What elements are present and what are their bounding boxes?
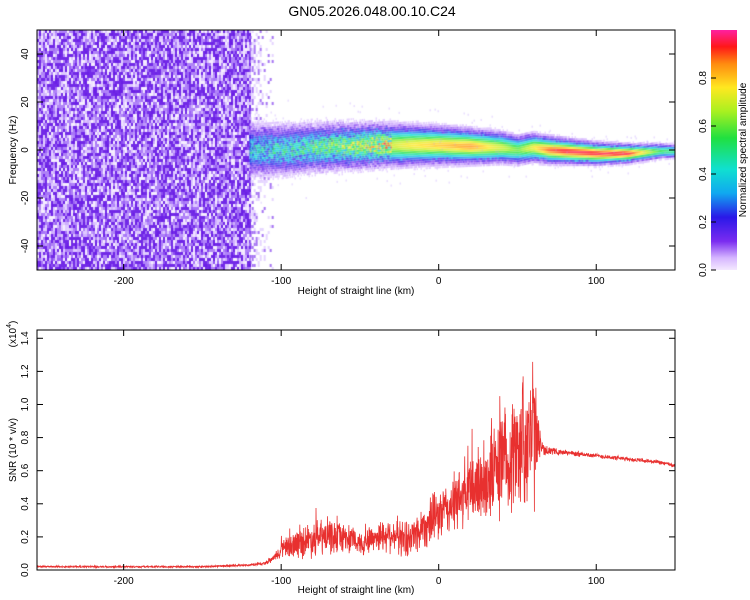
colorbar-scale [711,30,737,270]
spectrogram-y-label: Frequency (Hz) [8,116,19,185]
spectrogram-y-ticks: -40 -20 0 20 40 [20,48,675,253]
colorbar-tick-label: 0.4 [698,167,709,181]
x-tick-label: 0 [436,576,442,587]
chart-title: GN05.2026.048.00.10.C24 [288,3,456,19]
colorbar-tick-label: 0.8 [698,71,709,85]
x-tick-label: -200 [114,576,134,587]
snr-x-ticks: -200 -100 0 100 [114,330,605,587]
y-tick-label: 0.2 [20,530,31,544]
colorbar-tick-label: 0.6 [698,119,709,133]
spectrogram-x-ticks: -200 -100 0 100 [114,30,605,287]
y-tick-label: 0.0 [20,563,31,577]
y-tick-label: 40 [20,48,31,60]
snr-y-label: SNR (10 * v/v) [8,418,19,482]
y-tick-label: 0.8 [20,430,31,444]
y-tick-label: 1.0 [20,397,31,411]
colorbar: 0.0 0.2 0.4 0.6 0.8 Normalized spectral ampl… [698,30,749,277]
y-tick-label: 0 [20,147,31,153]
snr-x-label: Height of straight line (km) [298,585,415,596]
colorbar-label: Normalized spectral amplitude [738,82,749,217]
spectrogram-x-label: Height of straight line (km) [298,286,415,297]
y-tick-label: 0.6 [20,463,31,477]
x-tick-label: 100 [588,276,605,287]
y-tick-label: 20 [20,96,31,108]
y-tick-label: 1.4 [20,331,31,345]
y-tick-label: -20 [20,190,31,205]
colorbar-tick-label: 0.0 [698,263,709,277]
snr-frame [36,329,676,571]
y-tick-label: -40 [20,238,31,253]
x-tick-label: -100 [271,276,291,287]
colorbar-ticks: 0.0 0.2 0.4 0.6 0.8 [698,71,716,277]
snr-panel: -200 -100 0 100 0.0 0.2 0.4 0.6 0.8 1.0 1.2 1.4 He… [6,321,676,596]
y-tick-label: 1.2 [20,364,31,378]
spectrogram-heatmap [37,30,675,270]
snr-y-multiplier: (x104) [6,321,19,348]
x-tick-label: -200 [114,276,134,287]
x-tick-label: -100 [271,576,291,587]
y-tick-label: 0.4 [20,496,31,510]
snr-y-ticks: 0.0 0.2 0.4 0.6 0.8 1.0 1.2 1.4 [20,331,675,577]
x-tick-label: 0 [436,276,442,287]
snr-series-line [36,361,676,569]
colorbar-tick-label: 0.2 [698,215,709,229]
x-tick-label: 100 [588,576,605,587]
